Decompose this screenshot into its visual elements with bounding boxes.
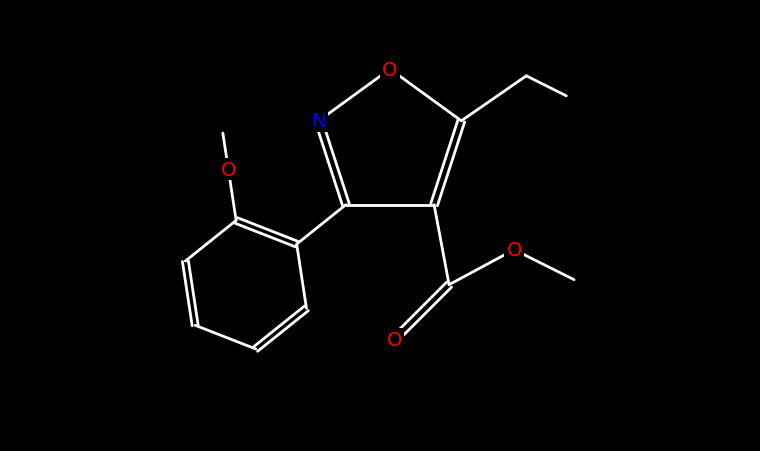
Text: O: O <box>386 331 402 350</box>
Text: O: O <box>220 160 236 179</box>
Text: O: O <box>506 241 522 260</box>
Text: N: N <box>312 112 326 131</box>
Text: O: O <box>382 60 397 79</box>
